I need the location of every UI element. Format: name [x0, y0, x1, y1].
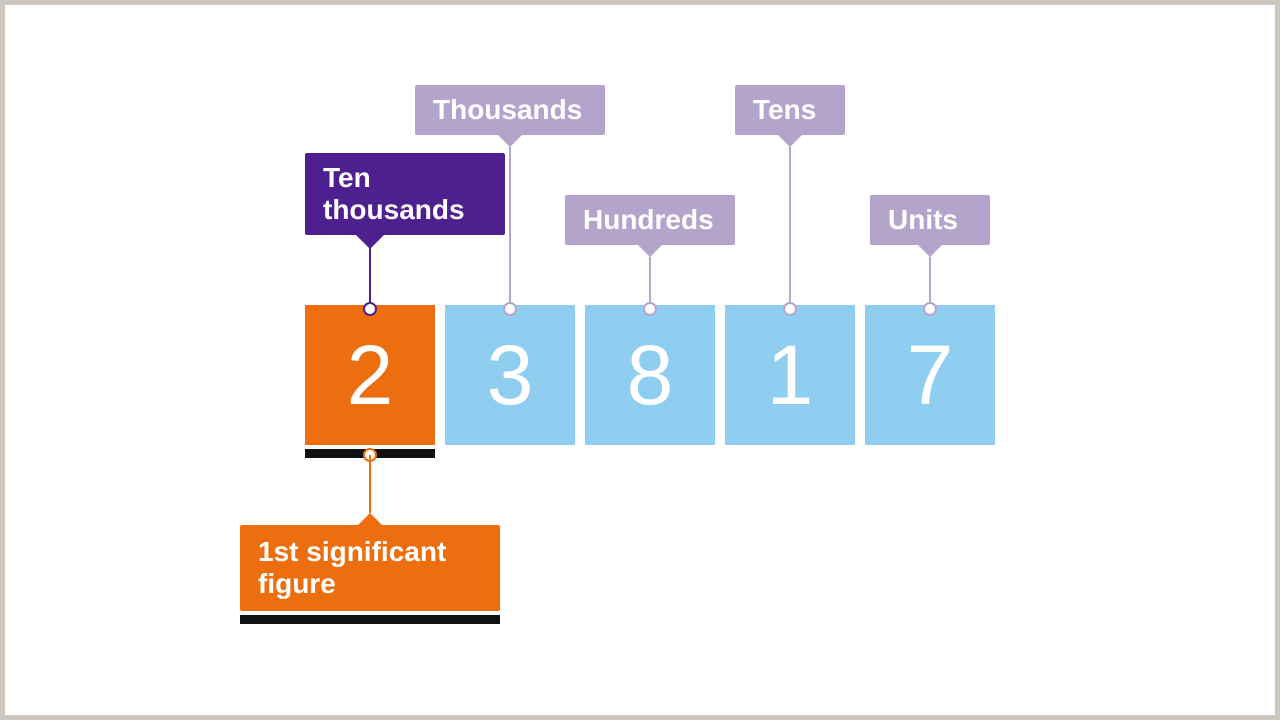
digit-value-2: 8 [627, 333, 674, 417]
digit-value-3: 1 [767, 333, 814, 417]
digit-box-1: 3 [445, 305, 575, 445]
callout-ten_thousands: Ten thousands [305, 153, 505, 235]
digit-value-4: 7 [907, 333, 954, 417]
callout-text-units: Units [888, 204, 958, 236]
callout-dot [783, 302, 797, 316]
callout-dot [643, 302, 657, 316]
digit-box-0: 2 [305, 305, 435, 445]
digit-value-0: 2 [347, 333, 394, 417]
callout-hundreds: Hundreds [565, 195, 735, 245]
callout-text-hundreds: Hundreds [583, 204, 714, 236]
callout-tens: Tens [735, 85, 845, 135]
digit-box-3: 1 [725, 305, 855, 445]
callout-text-thousands: Thousands [433, 94, 582, 126]
callout-stem [369, 247, 371, 309]
annotation-sig-figure: 1st significant figure [240, 525, 500, 611]
diagram-stage: 2 3 8 1 7 Ten thousands Thousands Hundreds Tens U… [5, 5, 1275, 715]
callout-stem [509, 147, 511, 309]
digit-value-1: 3 [487, 333, 534, 417]
annotation-underline [240, 615, 500, 624]
callout-dot [363, 302, 377, 316]
callout-text-tens: Tens [753, 94, 816, 126]
annotation-stem [369, 455, 371, 513]
callout-dot [923, 302, 937, 316]
digit-box-2: 8 [585, 305, 715, 445]
callout-dot [503, 302, 517, 316]
diagram-frame: 2 3 8 1 7 Ten thousands Thousands Hundreds Tens U… [0, 0, 1280, 720]
annotation-text: 1st significant figure [258, 536, 482, 600]
digit-box-4: 7 [865, 305, 995, 445]
callout-units: Units [870, 195, 990, 245]
callout-text-ten_thousands: Ten thousands [323, 162, 487, 226]
callout-stem [789, 147, 791, 309]
callout-thousands: Thousands [415, 85, 605, 135]
